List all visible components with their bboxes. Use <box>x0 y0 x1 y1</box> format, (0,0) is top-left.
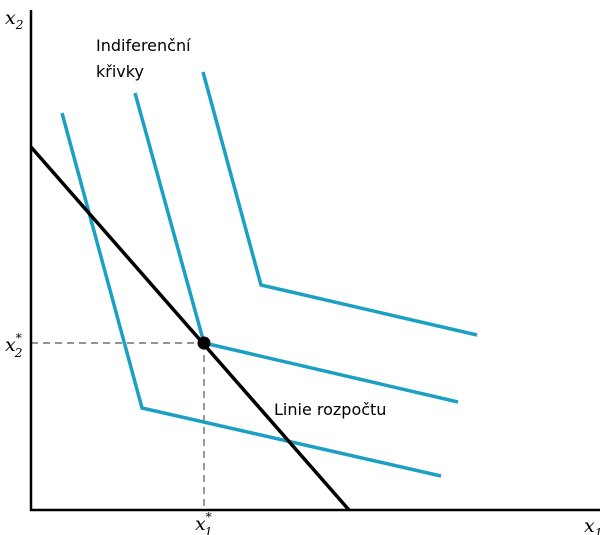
axes <box>29 10 600 512</box>
indifference-curve-low <box>60 112 442 478</box>
x1-star-label: x* 1 <box>195 510 212 535</box>
indifference-curve-mid <box>133 92 459 404</box>
budget-line-label: Linie rozpočtu <box>274 400 386 419</box>
indifference-curves-label-line2: křivky <box>96 62 144 81</box>
x-axis-label: x1 <box>584 515 602 535</box>
x2-star-label: x* 2 <box>5 331 22 360</box>
indifference-curve-high <box>201 71 478 337</box>
y-axis-label: x2 <box>5 7 23 32</box>
optimum-point <box>197 336 211 350</box>
budget-line <box>29 145 351 512</box>
indifference-curves-label-line1: Indiferenční <box>96 36 191 55</box>
